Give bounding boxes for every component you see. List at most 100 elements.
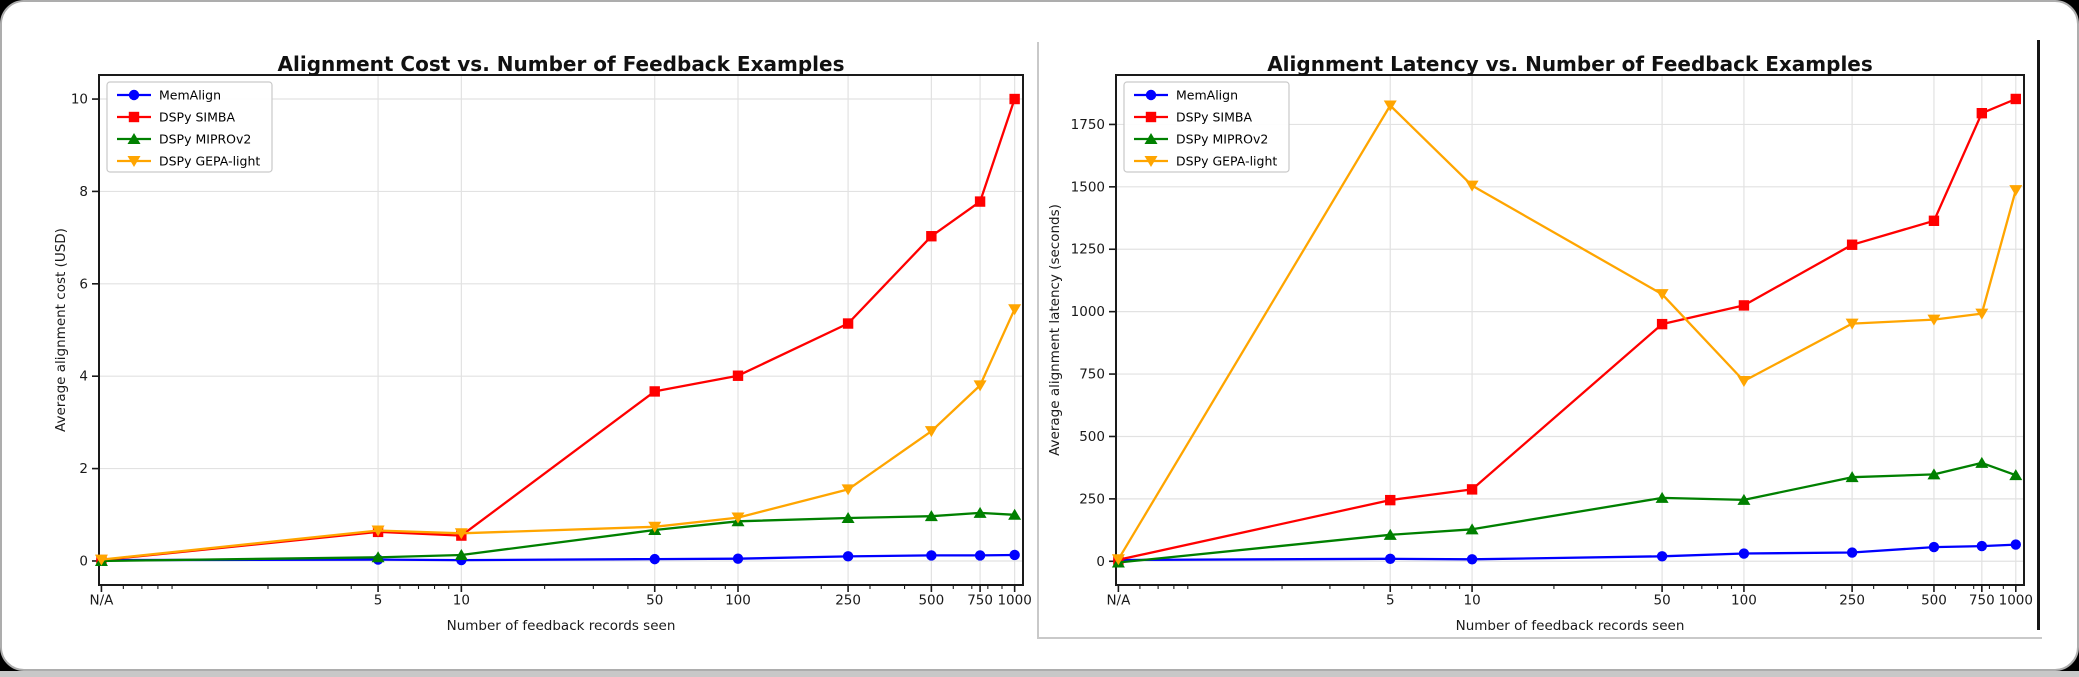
y-tick-label: 4 (79, 369, 88, 385)
x-axis-label: Number of feedback records seen (447, 618, 676, 634)
x-minor-ticks (122, 585, 1003, 589)
legend-marker (1145, 111, 1157, 123)
x-tick-label: 10 (453, 593, 470, 609)
legend-label: MemAlign (159, 88, 221, 103)
data-point-marker (842, 318, 854, 329)
y-tick-label: 1750 (1071, 117, 1105, 133)
data-point-marker (1975, 308, 1989, 320)
y-tick-label: 1500 (1071, 179, 1105, 195)
legend-marker (128, 111, 140, 123)
x-tick-label: 250 (835, 593, 861, 609)
legend-label: DSPy GEPA-light (159, 154, 260, 169)
data-point-marker (1655, 289, 1669, 301)
x-tick-label: 500 (918, 593, 944, 609)
legend-marker (1144, 133, 1158, 144)
legend: MemAlign DSPy SIMBA DSPy MIPROv2 DSPy GEPA-… (106, 81, 273, 173)
data-point-marker (1928, 215, 1940, 226)
data-point-marker (1737, 493, 1751, 505)
data-point-marker (1656, 551, 1668, 562)
data-point-marker (1111, 554, 1125, 566)
legend-marker (128, 89, 140, 101)
x-tick-label: 750 (1969, 593, 1995, 609)
bottom-strip (0, 671, 2079, 677)
data-point-marker (1738, 300, 1750, 311)
legend-label: DSPy MIPROv2 (1176, 132, 1268, 147)
x-tick-label: 50 (1654, 593, 1671, 609)
legend-box (106, 81, 273, 173)
data-point-marker (649, 386, 660, 397)
x-tick-label: 1000 (997, 593, 1031, 609)
data-point-marker (924, 426, 938, 438)
data-point-marker (648, 521, 662, 533)
data-point-marker (926, 550, 937, 561)
data-point-marker (1008, 508, 1022, 520)
legend-marker (127, 133, 141, 144)
y-tick-label: 6 (79, 276, 88, 292)
data-point-marker (1383, 528, 1397, 540)
data-point-marker (1738, 548, 1750, 559)
data-point-marker (94, 554, 108, 566)
data-point-marker (974, 550, 986, 561)
data-point-marker (454, 548, 468, 560)
x-tick-label: 50 (646, 593, 663, 609)
x-tick-label: 250 (1839, 593, 1865, 609)
legend-label: DSPy SIMBA (159, 110, 235, 125)
y-tick-label: 2 (79, 461, 88, 477)
data-point-marker (1845, 318, 1859, 330)
data-point-marker (1466, 554, 1478, 565)
data-point-marker (1975, 456, 1989, 468)
data-point-marker (1737, 376, 1751, 388)
data-point-marker (1009, 93, 1020, 105)
data-point-marker (1385, 553, 1396, 564)
x-tick-label: N/A (1106, 593, 1131, 609)
series-dspy-gepa-light (94, 304, 1022, 566)
data-point-marker (1845, 471, 1859, 483)
x-tick-label: 1000 (1999, 593, 2033, 609)
data-point-marker (924, 510, 938, 522)
legend-box (1123, 81, 1290, 173)
data-point-marker (649, 553, 660, 565)
data-point-marker (973, 380, 987, 392)
data-point-marker (1846, 547, 1858, 558)
data-point-marker (1976, 540, 1988, 552)
data-point-marker (454, 528, 468, 540)
grid-lines (99, 75, 1023, 585)
x-tick-label: 100 (725, 593, 751, 609)
data-point-marker (1008, 304, 1022, 316)
data-point-marker (1928, 541, 1940, 553)
data-point-marker (974, 196, 986, 207)
legend-label: DSPy SIMBA (1176, 110, 1252, 125)
y-tick-label: 500 (1079, 429, 1105, 445)
data-point-marker (841, 484, 855, 496)
x-tick-label: 500 (1921, 593, 1947, 609)
data-point-marker (1465, 523, 1479, 535)
data-point-marker (1656, 318, 1668, 330)
y-tick-label: 0 (1096, 554, 1105, 570)
y-tick-label: 750 (1079, 367, 1105, 383)
plot-border (1115, 74, 2025, 586)
chart-title: Alignment Latency vs. Number of Feedback… (1267, 52, 1873, 76)
legend: MemAlign DSPy SIMBA DSPy MIPROv2 DSPy GEPA-… (1123, 81, 1290, 173)
chart-alignment-cost: N/A 5 10 50 100 250 500 750 1000 0 2 4 6 8 10 Alignment… (2, 2, 1042, 662)
x-tick-label: 100 (1731, 593, 1757, 609)
legend-marker (1144, 156, 1158, 167)
scrollbar[interactable] (2037, 40, 2040, 630)
x-major-ticks (1117, 585, 2017, 592)
x-tick-label: 5 (1386, 593, 1395, 609)
data-point-marker (2010, 93, 2021, 105)
y-axis-label: Average alignment latency (seconds) (1047, 204, 1063, 456)
data-point-marker (1465, 180, 1479, 192)
plot-border (98, 74, 1024, 586)
data-point-marker (2009, 185, 2023, 197)
y-tick-label: 250 (1079, 491, 1105, 507)
data-point-marker (731, 512, 745, 524)
data-point-marker (1466, 484, 1478, 495)
y-tick-label: 0 (79, 553, 88, 569)
data-point-marker (1846, 239, 1858, 250)
data-point-marker (1009, 549, 1020, 561)
y-major-ticks (1109, 123, 1116, 563)
data-point-marker (732, 370, 744, 381)
data-point-marker (926, 231, 937, 242)
y-tick-label: 10 (71, 92, 88, 108)
